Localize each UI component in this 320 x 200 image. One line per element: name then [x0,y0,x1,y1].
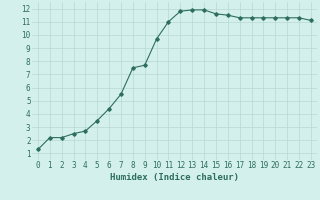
X-axis label: Humidex (Indice chaleur): Humidex (Indice chaleur) [110,173,239,182]
